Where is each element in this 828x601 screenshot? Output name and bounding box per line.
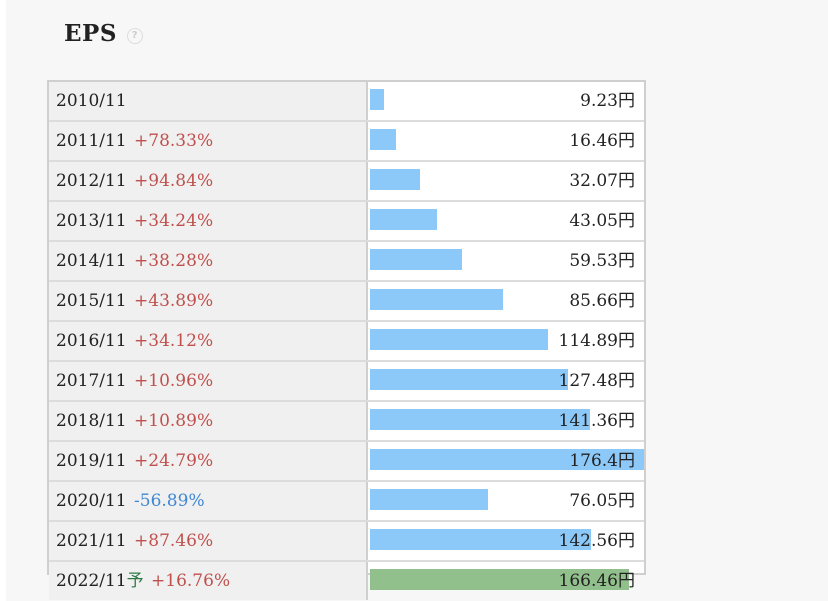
eps-bar bbox=[370, 209, 437, 230]
table-row: 2019/11 +24.79% 176.4円 bbox=[49, 442, 644, 480]
value-label: 59.53円 bbox=[569, 251, 635, 271]
period-text: 2014/11 bbox=[56, 251, 127, 271]
period-label: 2014/11 +38.28% bbox=[49, 242, 368, 280]
period-label: 2016/11 +34.12% bbox=[49, 322, 368, 360]
change-percent: +94.84% bbox=[128, 171, 214, 191]
period-text: 2021/11 bbox=[56, 531, 127, 551]
change-percent: +10.96% bbox=[128, 371, 214, 391]
period-text: 2022/11 bbox=[56, 571, 127, 591]
period-text: 2017/11 bbox=[56, 371, 127, 391]
row-separator bbox=[49, 320, 644, 322]
period-text: 2020/11 bbox=[56, 491, 127, 511]
value-label: 176.4円 bbox=[569, 451, 635, 471]
value-label: 9.23円 bbox=[580, 91, 635, 111]
table-row: 2021/11 +87.46% 142.56円 bbox=[49, 522, 644, 560]
period-text: 2016/11 bbox=[56, 331, 127, 351]
table-row: 2017/11 +10.96% 127.48円 bbox=[49, 362, 644, 400]
row-separator bbox=[49, 520, 644, 522]
eps-bar bbox=[370, 489, 488, 510]
value-label: 43.05円 bbox=[569, 211, 635, 231]
eps-table: 2010/11 9.23円 2011/11 +78.33% 16.46円 2012/11… bbox=[47, 80, 646, 600]
change-percent: +43.89% bbox=[128, 291, 214, 311]
period-label: 2015/11 +43.89% bbox=[49, 282, 368, 320]
table-row: 2018/11 +10.89% 141.36円 bbox=[49, 402, 644, 440]
chart-title: EPS ? bbox=[64, 20, 143, 47]
value-label: 76.05円 bbox=[569, 491, 635, 511]
table-row: 2011/11 +78.33% 16.46円 bbox=[49, 122, 644, 160]
change-percent: +34.24% bbox=[128, 211, 214, 231]
eps-bar bbox=[370, 249, 462, 270]
forecast-bar bbox=[370, 569, 629, 590]
row-separator bbox=[49, 440, 644, 442]
period-label: 2012/11 +94.84% bbox=[49, 162, 368, 200]
row-separator bbox=[49, 360, 644, 362]
period-text: 2015/11 bbox=[56, 291, 127, 311]
change-percent: +78.33% bbox=[128, 131, 214, 151]
table-row: 2013/11 +34.24% 43.05円 bbox=[49, 202, 644, 240]
period-label: 2013/11 +34.24% bbox=[49, 202, 368, 240]
row-separator bbox=[49, 480, 644, 482]
period-label: 2021/11 +87.46% bbox=[49, 522, 368, 560]
period-text: 2011/11 bbox=[56, 131, 127, 151]
table-row: 2014/11 +38.28% 59.53円 bbox=[49, 242, 644, 280]
value-label: 16.46円 bbox=[569, 131, 635, 151]
eps-bar bbox=[370, 369, 568, 390]
period-label: 2018/11 +10.89% bbox=[49, 402, 368, 440]
value-label: 127.48円 bbox=[558, 371, 635, 391]
period-label: 2020/11 -56.89% bbox=[49, 482, 368, 520]
eps-bar bbox=[370, 289, 503, 310]
chart-title-text: EPS bbox=[64, 20, 117, 47]
period-label: 2010/11 bbox=[49, 82, 368, 120]
row-separator bbox=[49, 400, 644, 402]
forecast-mark: 予 bbox=[126, 571, 144, 591]
period-text: 2018/11 bbox=[56, 411, 127, 431]
eps-bar bbox=[370, 129, 396, 150]
row-separator bbox=[49, 240, 644, 242]
value-label: 114.89円 bbox=[558, 331, 635, 351]
period-text: 2010/11 bbox=[56, 91, 127, 111]
row-separator bbox=[49, 160, 644, 162]
question-circle-icon[interactable]: ? bbox=[126, 27, 143, 44]
change-percent: -56.89% bbox=[128, 491, 205, 511]
row-separator bbox=[49, 200, 644, 202]
table-row: 2015/11 +43.89% 85.66円 bbox=[49, 282, 644, 320]
period-label: 2019/11 +24.79% bbox=[49, 442, 368, 480]
value-label: 141.36円 bbox=[558, 411, 635, 431]
table-row: 2022/11予 +16.76% 166.46円 bbox=[49, 562, 644, 600]
eps-bar bbox=[370, 89, 384, 110]
eps-bar bbox=[370, 529, 591, 550]
eps-bar bbox=[370, 329, 548, 350]
eps-bar bbox=[370, 449, 644, 470]
period-text: 2013/11 bbox=[56, 211, 127, 231]
value-label: 85.66円 bbox=[569, 291, 635, 311]
change-percent: +34.12% bbox=[128, 331, 214, 351]
period-label: 2022/11予 +16.76% bbox=[49, 562, 368, 600]
table-row: 2010/11 9.23円 bbox=[49, 82, 644, 120]
row-separator bbox=[49, 280, 644, 282]
change-percent: +38.28% bbox=[128, 251, 214, 271]
table-row: 2012/11 +94.84% 32.07円 bbox=[49, 162, 644, 200]
value-label: 142.56円 bbox=[558, 531, 635, 551]
change-percent: +87.46% bbox=[128, 531, 214, 551]
period-text: 2012/11 bbox=[56, 171, 127, 191]
row-separator bbox=[49, 560, 644, 562]
value-label: 166.46円 bbox=[558, 571, 635, 591]
eps-bar bbox=[370, 169, 420, 190]
eps-bar bbox=[370, 409, 590, 430]
period-label: 2011/11 +78.33% bbox=[49, 122, 368, 160]
value-label: 32.07円 bbox=[569, 171, 635, 191]
period-label: 2017/11 +10.96% bbox=[49, 362, 368, 400]
change-percent: +24.79% bbox=[128, 451, 214, 471]
table-row: 2020/11 -56.89% 76.05円 bbox=[49, 482, 644, 520]
change-percent: +16.76% bbox=[145, 571, 231, 591]
table-row: 2016/11 +34.12% 114.89円 bbox=[49, 322, 644, 360]
row-separator bbox=[49, 120, 644, 122]
change-percent: +10.89% bbox=[128, 411, 214, 431]
period-text: 2019/11 bbox=[56, 451, 127, 471]
